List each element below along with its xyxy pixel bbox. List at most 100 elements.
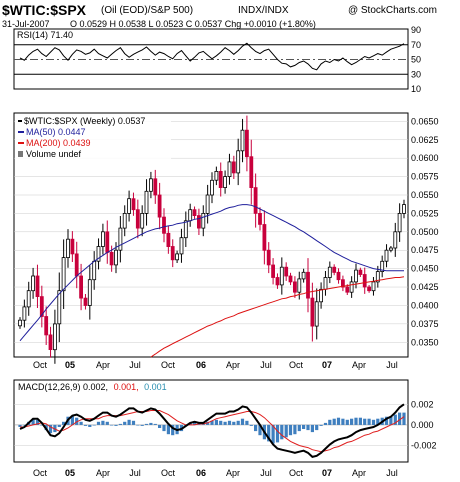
candle-body [135, 209, 140, 229]
candle-body [109, 251, 114, 266]
watermark: @ StockCharts.com [348, 5, 437, 16]
candle-body [35, 275, 40, 298]
macd-histogram-bar [245, 420, 249, 425]
macd-histogram-bar [153, 423, 157, 425]
macd-legend-signal: 0.001, [114, 382, 139, 392]
macd-histogram-bar [22, 424, 26, 426]
macd-tick-label: 0.000 [411, 420, 434, 430]
candle-body [244, 129, 249, 158]
candle-body [44, 316, 49, 336]
macd-histogram-bar [18, 424, 22, 427]
macd-histogram-bar [363, 418, 367, 425]
macd-histogram-bar [254, 424, 258, 432]
x-tick-label: 06 [196, 468, 206, 478]
x-tick-label: Oct [161, 360, 176, 370]
legend-volume: Volume undef [26, 149, 82, 159]
price-tick-label: 0.0350 [411, 337, 439, 347]
macd-histogram-bar [136, 424, 140, 426]
chart-symbol: $WTIC:$SPX [2, 2, 87, 18]
macd-histogram-bar [110, 424, 114, 426]
candle-body [175, 253, 180, 261]
macd-histogram-bar [297, 424, 301, 432]
chart-exchange: INDX/INDX [238, 5, 289, 16]
x-axis-labels-mid: Oct 05 Apr Jul Oct 06 Apr Jul Oct 07 Apr Jul [33, 360, 398, 370]
macd-histogram-bar [310, 424, 314, 433]
candle-body [266, 249, 271, 266]
candle-body [375, 271, 380, 283]
candle-body [301, 271, 306, 280]
candle-body [39, 296, 44, 317]
x-tick-label: Oct [289, 468, 304, 478]
macd-histogram-bar [192, 421, 197, 425]
candle-body [380, 260, 385, 272]
candle-body [148, 178, 153, 192]
x-tick-label: Apr [96, 360, 110, 370]
macd-histogram-bar [384, 416, 389, 425]
macd-histogram-bar [219, 420, 223, 425]
macd-histogram-bar [341, 418, 345, 425]
macd-histogram-bar [88, 424, 92, 427]
candle-body [236, 150, 241, 174]
macd-histogram-bar [101, 420, 105, 425]
x-tick-label: Jul [129, 360, 141, 370]
candle-body [153, 178, 158, 196]
rsi-axis: 90 70 50 30 10 [411, 25, 421, 94]
rsi-tick-label: 50 [411, 55, 421, 65]
candle-body [105, 231, 110, 253]
macd-histogram-bar [389, 416, 393, 425]
candle-body [87, 279, 92, 306]
price-tick-label: 0.0400 [411, 301, 439, 311]
macd-histogram-bar [140, 424, 144, 426]
macd-histogram-bar [31, 418, 35, 425]
candle-body [227, 161, 232, 177]
x-tick-label: 06 [196, 360, 206, 370]
macd-tick-label: -0.002 [411, 441, 437, 451]
candle-body [79, 275, 83, 299]
macd-histogram-bar [83, 424, 88, 426]
macd-histogram-bar [127, 419, 131, 425]
macd-histogram-bar [79, 421, 83, 425]
legend-main: $WTIC:$SPX (Weekly) 0.0537 [24, 116, 145, 126]
price-tick-label: 0.0475 [411, 245, 439, 255]
macd-histogram-bar [62, 421, 66, 425]
macd-histogram-bar [280, 424, 284, 440]
candle-body [26, 290, 31, 308]
price-legend: $WTIC:$SPX (Weekly) 0.0537 MA(50) 0.0447… [15, 114, 171, 162]
candle-body [70, 238, 75, 255]
candle-body [388, 247, 393, 251]
rsi-tick-label: 90 [411, 25, 421, 35]
macd-legend: MACD(12,26,9) 0.002, 0.001, 0.001 [18, 382, 167, 392]
macd-histogram-bar [57, 424, 61, 427]
candle-body [205, 194, 210, 214]
candle-body [57, 290, 62, 325]
macd-histogram-bar [118, 423, 122, 425]
candle-body [284, 266, 289, 277]
candle-body [323, 277, 328, 290]
macd-histogram-bar [131, 420, 136, 425]
price-tick-label: 0.0650 [411, 116, 439, 126]
candle-body [345, 286, 350, 293]
candlesticks [18, 115, 406, 364]
candle-body [262, 224, 267, 251]
macd-histogram-bar [162, 424, 166, 432]
macd-histogram-bar [302, 424, 306, 429]
candle-body [231, 161, 236, 174]
candle-body [340, 279, 345, 288]
macd-histogram-bar [35, 419, 40, 425]
macd-histogram-bar [123, 421, 127, 425]
price-tick-label: 0.0425 [411, 282, 439, 292]
candle-body [61, 257, 66, 292]
candle-body [310, 297, 315, 327]
candle-body [101, 231, 105, 247]
x-tick-label: 07 [322, 468, 332, 478]
x-tick-label: 07 [322, 360, 332, 370]
macd-histogram-bar [371, 419, 376, 425]
macd-histogram-bar [96, 421, 101, 425]
candle-body [162, 216, 166, 234]
candle-body [218, 170, 223, 188]
macd-histogram-bar [393, 414, 397, 425]
candle-body [288, 275, 293, 283]
price-tick-label: 0.0525 [411, 208, 439, 218]
x-tick-label: Oct [33, 360, 48, 370]
candle-body [240, 129, 245, 152]
